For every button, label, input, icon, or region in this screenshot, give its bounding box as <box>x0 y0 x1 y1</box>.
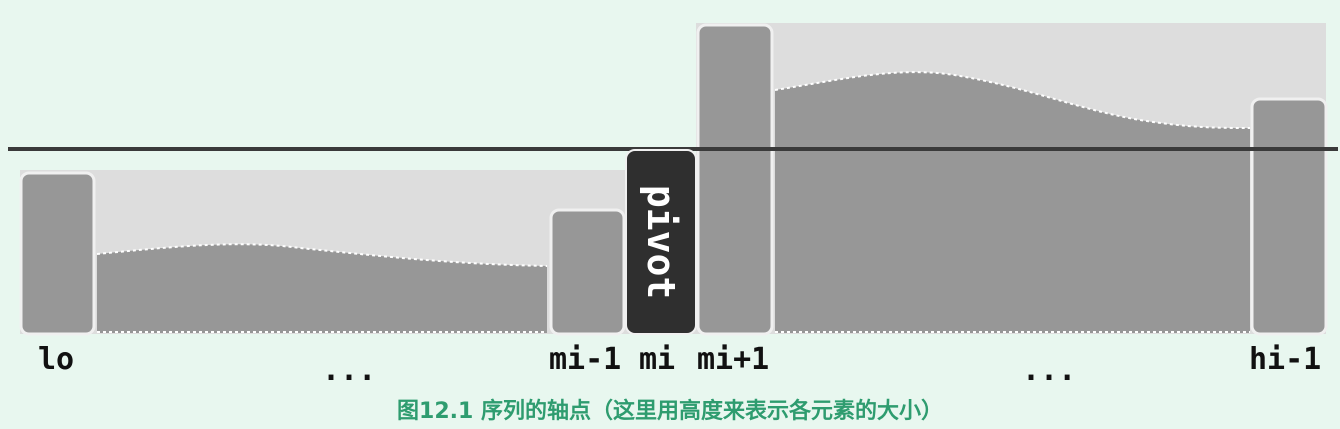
right-wave-fill <box>775 72 1250 333</box>
bar-lo <box>19 171 96 336</box>
label-mi: mi <box>639 342 675 377</box>
label-mi-plus-1: mi+1 <box>697 342 769 377</box>
label-dots-right: ... <box>1022 353 1076 388</box>
pivot-bar <box>625 149 697 335</box>
label-mi-1: mi-1 <box>549 342 621 377</box>
bar-hi-1 <box>1250 97 1328 336</box>
label-dots-left: ... <box>322 353 376 388</box>
label-hi-1: hi-1 <box>1249 342 1321 377</box>
figure-caption: 图12.1 序列的轴点（这里用高度来表示各元素的大小） <box>397 398 943 424</box>
bar-mi-plus-1 <box>696 23 774 336</box>
label-lo: lo <box>38 342 74 377</box>
pivot-label: pivot <box>639 185 683 299</box>
left-wave-fill <box>97 244 547 333</box>
bar-mi-1 <box>549 208 626 336</box>
left-wave-edge <box>96 243 548 267</box>
